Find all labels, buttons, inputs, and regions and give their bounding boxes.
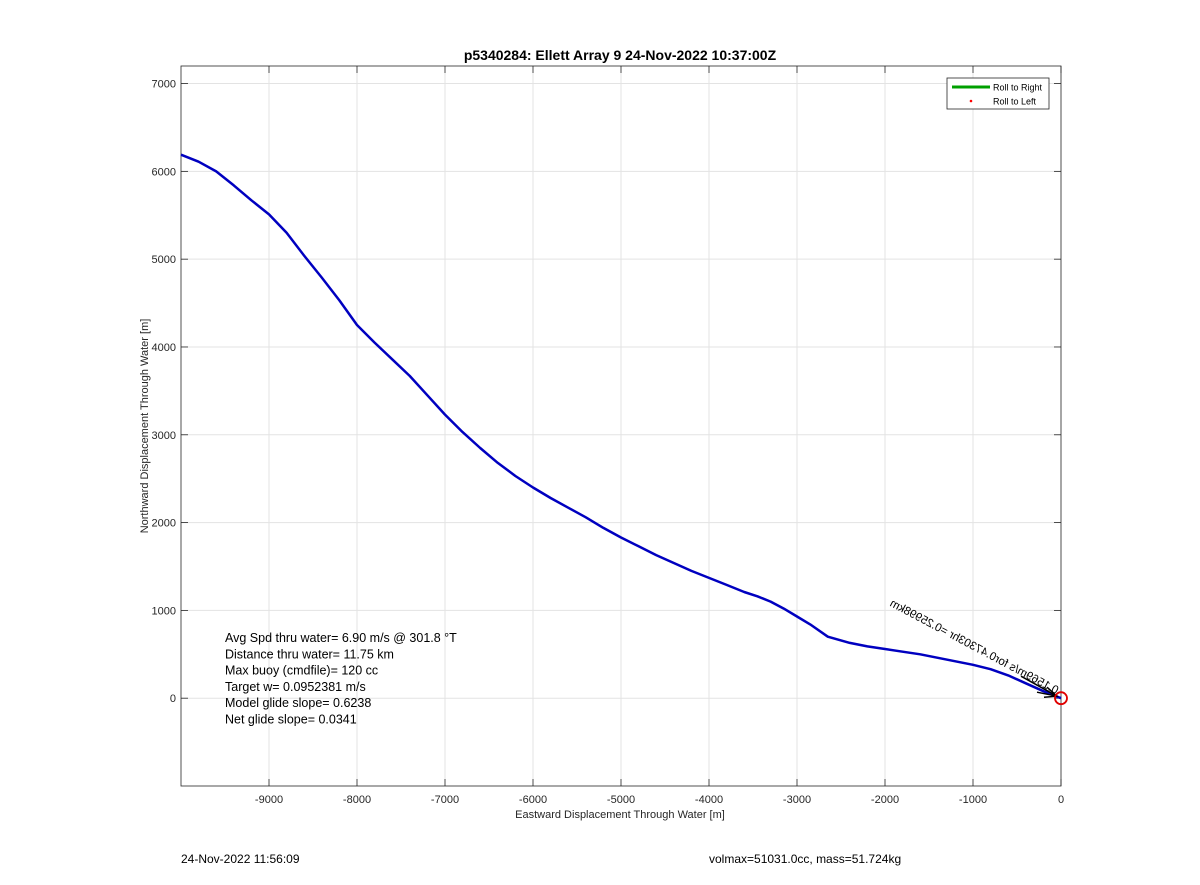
stats-line: Max buoy (cmdfile)= 120 cc (225, 664, 378, 678)
x-tick-label: -4000 (695, 794, 723, 806)
stats-line: Distance thru water= 11.75 km (225, 647, 394, 661)
y-tick-label: 6000 (152, 166, 176, 178)
end-position-marker (1054, 691, 1068, 706)
ticks: -9000 -8000 -7000 -6000 -5000 -4000 -3000 -2000… (152, 66, 1064, 806)
stats-annotation: Avg Spd thru water= 6.90 m/s @ 301.8 °T D… (225, 631, 457, 727)
y-axis-label: Northward Displacement Through Water [m] (139, 319, 151, 534)
stats-line: Net glide slope= 0.0341 (225, 713, 357, 727)
legend-label: Roll to Left (993, 97, 1037, 107)
footer-timestamp: 24-Nov-2022 11:56:09 (181, 852, 300, 866)
footer-volmax-mass: volmax=51031.0cc, mass=51.724kg (709, 852, 902, 866)
legend-label: Roll to Right (993, 83, 1043, 93)
x-tick-label: -3000 (783, 794, 811, 806)
series (180, 153, 1062, 700)
x-tick-label: 0 (1058, 794, 1064, 806)
x-tick-label: -5000 (607, 794, 635, 806)
x-tick-label: -9000 (255, 794, 283, 806)
x-tick-label: -1000 (959, 794, 987, 806)
stats-line: Avg Spd thru water= 6.90 m/s @ 301.8 °T (225, 631, 457, 645)
drift-arrow-shaft (1020, 675, 1058, 697)
stats-line: Target w= 0.0952381 m/s (225, 680, 366, 694)
y-tick-label: 2000 (152, 518, 176, 530)
x-tick-label: -8000 (343, 794, 371, 806)
stats-line: Model glide slope= 0.6238 (225, 696, 371, 710)
legend-box (946, 77, 1050, 110)
y-tick-label: 4000 (152, 342, 176, 354)
y-tick-label: 5000 (152, 254, 176, 266)
y-tick-label: 0 (170, 693, 176, 705)
x-axis-label: Eastward Displacement Through Water [m] (515, 809, 725, 821)
x-tick-label: -6000 (519, 794, 547, 806)
y-tick-label: 7000 (152, 79, 176, 91)
drift-arrow-shaft-2 (1036, 691, 1058, 697)
x-tick-label: -7000 (431, 794, 459, 806)
legend-swatch-roll-left (969, 99, 973, 103)
legend: Roll to Right Roll to Left (946, 77, 1050, 110)
chart-title: p5340284: Ellett Array 9 24-Nov-2022 10:… (464, 47, 777, 63)
grid (181, 66, 1062, 786)
y-tick-label: 1000 (152, 605, 176, 617)
x-tick-label: -2000 (871, 794, 899, 806)
track-line (180, 153, 1062, 700)
y-tick-label: 3000 (152, 430, 176, 442)
